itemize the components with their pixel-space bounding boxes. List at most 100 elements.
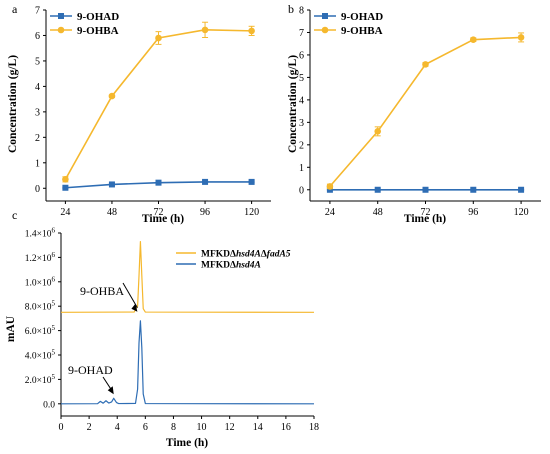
panel-b-legend-marker bbox=[321, 26, 329, 34]
panel-c-y-tick-label: 0.0 bbox=[43, 400, 55, 410]
panel-c-y-tick-exponent: 5 bbox=[52, 349, 56, 357]
panel-c-trace-mutant-hsd4a bbox=[60, 320, 315, 405]
panel-a-x-tick-label: 24 bbox=[60, 207, 70, 218]
panel-a-legend-marker bbox=[57, 26, 65, 34]
panel-a-y-tick-label: 1 bbox=[35, 158, 40, 169]
panel-b-x-axis-label: Time (h) bbox=[404, 213, 446, 225]
panel-b-x-tick-label: 48 bbox=[373, 207, 383, 218]
panel-c-y-tick-mantissa: 4.0×10 bbox=[25, 352, 52, 362]
panel-c-y-axis-label: mAU bbox=[5, 315, 17, 342]
panel-a-series-9-ohba-point bbox=[62, 176, 69, 183]
panel-a-y-tick-label: 6 bbox=[35, 31, 40, 42]
panel-a-x-tick-label: 48 bbox=[107, 207, 117, 218]
panel-c-legend-part: Δ bbox=[261, 250, 267, 260]
panel-c-y-tick-label: 1.4×106 bbox=[25, 227, 56, 240]
panel-c-y-tick-mantissa: 6.0×10 bbox=[25, 327, 52, 337]
panel-c-legend-part: fadA5 bbox=[267, 250, 291, 260]
panel-c-annotation-arrow bbox=[102, 376, 113, 391]
panel-b-series-9-ohad-point bbox=[326, 186, 333, 193]
panel-c-x-tick-label: 14 bbox=[253, 422, 263, 433]
panel-c-annotation-arrowhead bbox=[107, 386, 114, 395]
panel-b-y-tick-label: 7 bbox=[299, 28, 304, 39]
panel-a-y-tick-label: 0 bbox=[35, 184, 40, 195]
panel-a-x-axis-label: Time (h) bbox=[142, 213, 184, 225]
panel-a-x-tick-label: 72 bbox=[154, 207, 164, 218]
panel-c-legend-part: hsd4A bbox=[236, 261, 261, 271]
panel-b-y-tick-label: 3 bbox=[299, 118, 304, 129]
panel-b-x-tick-label: 96 bbox=[468, 207, 478, 218]
panel-c: c mAU Time (h) 0.02.0×1054.0×1056.0×1058… bbox=[5, 208, 319, 449]
panel-b-x-tick-label: 72 bbox=[421, 207, 431, 218]
panel-a-series-9-ohba-line bbox=[64, 29, 252, 180]
panel-c-x-tick-label: 4 bbox=[115, 422, 120, 433]
panel-c-y-tick-label: 4.0×105 bbox=[25, 349, 56, 362]
panel-c-y-tick-label: 8.0×105 bbox=[25, 300, 56, 313]
panel-c-y-tick-mantissa: 2.0×10 bbox=[25, 376, 52, 386]
panel-b-series-9-ohad-point bbox=[422, 186, 429, 193]
panel-b-y-tick-label: 2 bbox=[299, 140, 304, 151]
panel-c-annotation-9-ohad: 9-OHAD bbox=[68, 363, 113, 377]
panel-b-y-tick-label: 8 bbox=[299, 6, 304, 17]
panel-b-series-9-ohad-point bbox=[374, 186, 381, 193]
panel-b-x-tick-label: 120 bbox=[514, 207, 529, 218]
panel-c-x-tick-label: 6 bbox=[143, 422, 148, 433]
panel-b-legend-label: 9-OHBA bbox=[341, 25, 383, 37]
panel-c-legend-part: hsd4A bbox=[236, 250, 261, 260]
panel-b-y-tick-label: 4 bbox=[299, 95, 304, 106]
panel-a-y-tick-label: 4 bbox=[35, 82, 40, 93]
panel-c-legend-part: MFKDΔ bbox=[201, 250, 236, 260]
panel-b-series-9-ohba-line bbox=[329, 36, 522, 187]
panel-c-legend-label: MFKDΔhsd4AΔfadA5 bbox=[201, 250, 291, 260]
panel-b-series-9-ohad-point bbox=[518, 186, 525, 193]
panel-c-y-tick-mantissa: 8.0×10 bbox=[25, 303, 52, 313]
panel-c-legend-label: MFKDΔhsd4A bbox=[201, 261, 261, 271]
panel-b-series-9-ohad-point bbox=[470, 186, 477, 193]
panel-a-series-9-ohad-point bbox=[248, 178, 255, 185]
panel-c-x-axis-label: Time (h) bbox=[166, 437, 208, 449]
panel-c-y-tick-exponent: 6 bbox=[52, 227, 56, 235]
panel-c-annotation-arrowhead bbox=[131, 303, 138, 312]
panel-a-y-tick-label: 5 bbox=[35, 56, 40, 67]
panel-a-series-9-ohba-point bbox=[201, 26, 209, 34]
panel-c-x-tick-label: 8 bbox=[171, 422, 176, 433]
panel-a-x-tick-label: 96 bbox=[200, 207, 210, 218]
panel-c-annotation-9-ohba: 9-OHBA bbox=[80, 284, 124, 298]
panel-a: a Concentration (g/L) Time (h) 012345672… bbox=[7, 2, 271, 225]
panel-c-y-tick-label: 1.2×106 bbox=[25, 251, 56, 264]
panel-a-legend-label: 9-OHAD bbox=[77, 11, 119, 23]
panel-c-x-tick-label: 16 bbox=[281, 422, 291, 433]
panel-a-y-tick-label: 3 bbox=[35, 107, 40, 118]
panel-b-legend-marker bbox=[322, 13, 328, 19]
panel-c-y-tick-exponent: 5 bbox=[52, 300, 56, 308]
panel-a-series-9-ohad-point bbox=[108, 181, 115, 188]
panel-b-series-9-ohba-point bbox=[326, 183, 334, 190]
panel-b-y-tick-label: 6 bbox=[299, 50, 304, 61]
panel-b-letter: b bbox=[288, 2, 294, 16]
panel-b: b Concentration (g/L) Time (h) 0 1 2 3 4 5 6 7 8… bbox=[287, 2, 541, 225]
panel-c-y-tick-mantissa: 1.0×10 bbox=[25, 278, 52, 288]
panel-b-y-tick-label: 5 bbox=[299, 73, 304, 84]
panel-c-y-tick-mantissa: 1.4×10 bbox=[25, 230, 52, 240]
panel-a-y-tick-label: 7 bbox=[35, 6, 40, 17]
panel-b-y-tick-label: 1 bbox=[299, 163, 304, 174]
panel-c-x-tick-label: 0 bbox=[59, 422, 64, 433]
panel-c-y-tick-label: 6.0×105 bbox=[25, 324, 56, 337]
panel-c-y-tick-exponent: 5 bbox=[52, 324, 56, 332]
panel-a-series-9-ohad-point bbox=[202, 178, 209, 185]
panel-a-legend-marker bbox=[58, 13, 64, 19]
panel-a-series-9-ohba-point bbox=[248, 27, 255, 35]
panel-a-legend-label: 9-OHBA bbox=[77, 25, 119, 37]
panel-a-series-9-ohba-point bbox=[108, 92, 116, 100]
panel-c-x-tick-label: 18 bbox=[309, 422, 319, 433]
panel-b-series-9-ohba-point bbox=[422, 61, 429, 68]
panel-c-letter: c bbox=[12, 208, 17, 222]
panel-c-legend-part: MFKDΔ bbox=[201, 261, 236, 271]
panel-c-y-tick-exponent: 6 bbox=[52, 275, 56, 283]
panel-c-y-tick-exponent: 5 bbox=[52, 373, 56, 381]
panel-b-series-9-ohba-point bbox=[517, 34, 525, 41]
panel-c-x-tick-label: 2 bbox=[87, 422, 92, 433]
panel-c-x-tick-label: 10 bbox=[197, 422, 207, 433]
panel-c-y-tick-mantissa: 0.0 bbox=[43, 400, 55, 410]
panel-b-legend-label: 9-OHAD bbox=[341, 11, 383, 23]
